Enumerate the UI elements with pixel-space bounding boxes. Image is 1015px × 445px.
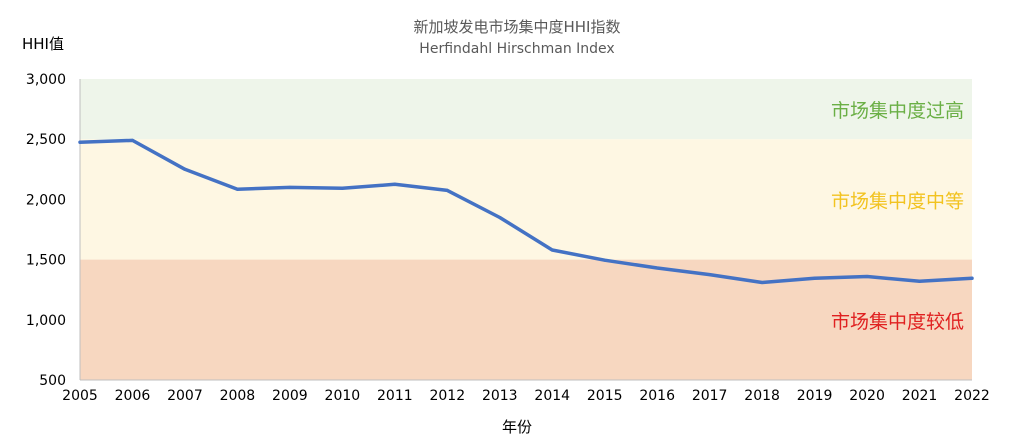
band-rect [80, 139, 972, 260]
data-point [550, 248, 554, 252]
series-line [78, 138, 974, 285]
y-tick-label: 500 [39, 373, 66, 389]
x-axis-label: 年份 [502, 418, 532, 436]
x-tick-label: 2021 [902, 388, 938, 404]
x-tick-label: 2011 [377, 388, 413, 404]
data-point [708, 273, 712, 277]
band-layer [80, 79, 972, 380]
data-point [865, 275, 869, 278]
x-tick-label: 2005 [62, 388, 98, 404]
chart-title: 新加坡发电市场集中度HHI指数 [414, 18, 621, 36]
chart-subtitle: Herfindahl Hirschman Index [419, 41, 614, 57]
x-tick-label: 2006 [115, 388, 151, 404]
data-point [603, 258, 607, 262]
data-point [78, 140, 82, 144]
x-tick-label: 2018 [744, 388, 780, 404]
data-point [235, 187, 239, 191]
x-tick-label: 2015 [587, 388, 623, 404]
y-tick-label: 2,500 [26, 132, 66, 148]
x-tick-label: 2016 [639, 388, 675, 404]
y-tick-label: 3,000 [26, 72, 66, 88]
x-tick-label: 2008 [220, 388, 256, 404]
x-tick-labels: 2005 2006 2007 2008 2009 2010 2011 2012 2013 2014… [62, 388, 990, 404]
x-tick-label: 2022 [954, 388, 990, 404]
x-tick-label: 2014 [534, 388, 570, 404]
data-point [445, 188, 449, 192]
data-point [970, 276, 974, 280]
data-point [760, 281, 764, 284]
x-tick-label: 2007 [167, 388, 203, 404]
data-point [655, 266, 659, 270]
axes-layer [79, 79, 972, 381]
data-point [813, 276, 817, 280]
y-tick-labels: 500 1,000 1,500 2,000 2,500 3,000 [26, 72, 66, 389]
series-layer [78, 138, 974, 285]
x-tick-label: 2019 [797, 388, 833, 404]
band-label: 市场集中度较低 [831, 311, 964, 333]
data-point [183, 167, 187, 171]
x-tick-label: 2010 [325, 388, 361, 404]
y-tick-label: 1,000 [26, 313, 66, 329]
data-point [131, 138, 134, 142]
y-tick-label: 1,500 [26, 253, 66, 269]
x-tick-label: 2020 [849, 388, 885, 404]
band-label: 市场集中度中等 [831, 190, 964, 212]
x-tick-label: 2017 [692, 388, 728, 404]
data-point [340, 186, 344, 190]
band-rect [80, 79, 972, 140]
x-tick-label: 2009 [272, 388, 308, 404]
data-point [288, 185, 292, 189]
y-axis-label: HHI值 [22, 35, 64, 53]
data-point [918, 279, 921, 283]
band-label: 市场集中度过高 [831, 100, 964, 122]
data-point [498, 216, 502, 219]
data-point [393, 182, 397, 186]
y-tick-label: 2,000 [26, 192, 66, 208]
x-tick-label: 2013 [482, 388, 518, 404]
x-tick-label: 2012 [429, 388, 465, 404]
